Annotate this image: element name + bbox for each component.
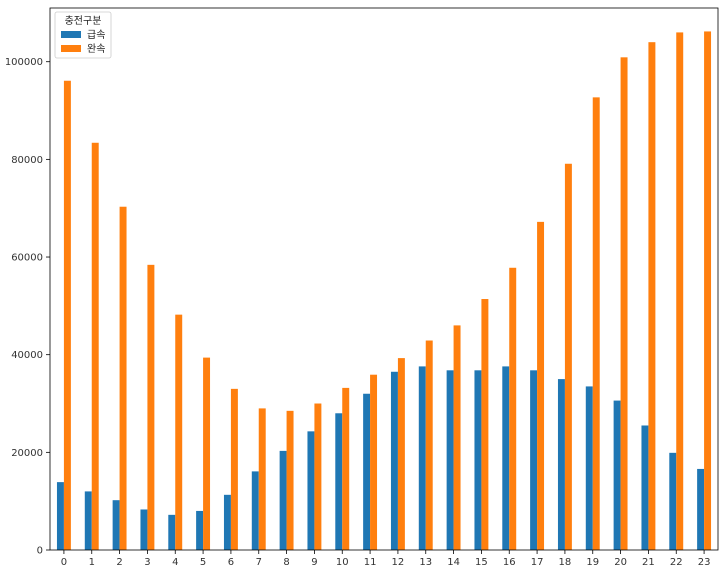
bar-slow-13 [425, 340, 433, 550]
plot-frame [49, 7, 719, 551]
bar-slow-9 [314, 403, 322, 550]
x-tick-label-20: 20 [614, 557, 627, 568]
y-tick-label-0: 0 [37, 546, 43, 557]
x-tick-label-0: 0 [61, 557, 67, 568]
bar-slow-0 [63, 80, 71, 550]
bar-slow-2 [119, 206, 127, 551]
bar-fast-6 [223, 494, 231, 550]
bar-slow-18 [564, 163, 572, 550]
bar-fast-13 [418, 366, 426, 550]
bar-slow-22 [676, 32, 684, 551]
x-tick-label-3: 3 [144, 557, 150, 568]
bar-fast-5 [196, 510, 204, 550]
bar-fast-15 [474, 370, 482, 550]
bar-fast-9 [307, 431, 315, 550]
x-tick-label-22: 22 [670, 557, 683, 568]
x-tick-label-4: 4 [172, 557, 178, 568]
y-tick-label-60000: 60000 [11, 253, 43, 264]
x-tick-label-11: 11 [364, 557, 377, 568]
x-tick-label-13: 13 [419, 557, 432, 568]
bar-fast-21 [641, 425, 649, 550]
bar-slow-11 [370, 374, 378, 550]
y-tick-label-80000: 80000 [11, 155, 43, 166]
legend: 충전구분 급속 완속 [54, 11, 112, 59]
bar-slow-4 [175, 314, 183, 550]
bar-slow-7 [258, 408, 266, 550]
y-tick-label-100000: 100000 [5, 57, 43, 68]
bars-layer [56, 31, 712, 551]
bar-fast-12 [390, 371, 398, 550]
x-tick-label-23: 23 [698, 557, 711, 568]
bar-slow-5 [203, 357, 211, 550]
bar-fast-3 [140, 509, 148, 550]
legend-label-fast: 급속 [87, 29, 105, 41]
legend-swatch-slow [61, 45, 81, 52]
legend-title: 충전구분 [65, 15, 102, 27]
bar-fast-4 [168, 514, 176, 550]
x-tick-label-19: 19 [586, 557, 599, 568]
bar-slow-6 [230, 388, 238, 550]
x-tick-label-15: 15 [475, 557, 488, 568]
x-tick-label-16: 16 [503, 557, 516, 568]
bar-fast-14 [446, 370, 454, 550]
plot-area [50, 8, 718, 550]
bar-fast-19 [585, 386, 593, 550]
x-tick-label-6: 6 [228, 557, 234, 568]
bar-fast-16 [502, 366, 510, 550]
bar-fast-22 [669, 452, 677, 550]
bar-fast-20 [613, 400, 621, 550]
bar-fast-17 [530, 370, 538, 550]
bar-slow-16 [509, 267, 517, 550]
y-tick-label-40000: 40000 [11, 350, 43, 361]
bar-fast-11 [363, 393, 371, 550]
x-tick-label-8: 8 [283, 557, 289, 568]
bar-fast-2 [112, 500, 120, 550]
y-tick-label-20000: 20000 [11, 448, 43, 459]
bar-slow-15 [481, 299, 489, 550]
bar-slow-21 [648, 42, 656, 551]
bar-slow-8 [286, 410, 294, 550]
bar-slow-12 [397, 358, 405, 550]
bar-slow-17 [537, 221, 545, 550]
x-tick-label-12: 12 [392, 557, 405, 568]
bar-fast-1 [84, 491, 92, 550]
x-tick-label-5: 5 [200, 557, 206, 568]
x-tick-label-7: 7 [256, 557, 262, 568]
x-tick-label-9: 9 [311, 557, 317, 568]
x-tick-label-21: 21 [642, 557, 655, 568]
bar-fast-8 [279, 450, 287, 550]
bar-fast-18 [557, 379, 565, 550]
bar-fast-7 [251, 471, 259, 550]
bar-fast-23 [697, 468, 705, 550]
x-axis: 0 1 2 3 4 5 6 7 8 9 10 11 12 13 14 15 16 17 18 19 20 21 22 23 [61, 550, 711, 568]
x-tick-label-2: 2 [116, 557, 122, 568]
bar-fast-0 [56, 482, 64, 550]
legend-swatch-fast [61, 31, 81, 38]
bar-slow-3 [147, 264, 155, 550]
bar-slow-20 [620, 57, 628, 550]
x-tick-label-14: 14 [447, 557, 460, 568]
bar-slow-10 [342, 387, 350, 550]
bar-fast-10 [335, 413, 343, 550]
legend-label-slow: 완속 [87, 43, 105, 55]
x-tick-label-10: 10 [336, 557, 349, 568]
bar-slow-23 [704, 31, 712, 550]
y-axis: 0 20000 40000 60000 80000 100000 [5, 57, 50, 557]
x-tick-label-1: 1 [89, 557, 95, 568]
bar-slow-19 [592, 97, 600, 551]
bar-slow-1 [91, 142, 99, 550]
x-tick-label-17: 17 [531, 557, 544, 568]
bar-slow-14 [453, 325, 461, 550]
x-tick-label-18: 18 [559, 557, 572, 568]
